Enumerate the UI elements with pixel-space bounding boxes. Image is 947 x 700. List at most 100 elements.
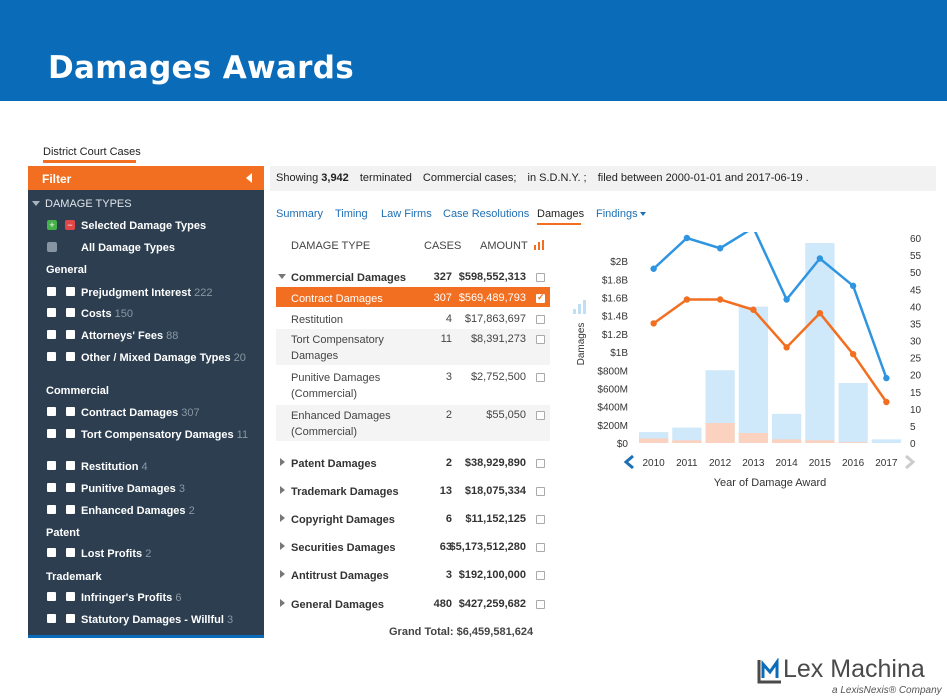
row-cases: 13	[439, 485, 452, 497]
expand-arrow-icon[interactable]	[280, 514, 285, 522]
include-checkbox[interactable]	[47, 429, 56, 438]
table-row[interactable]: Securities Damages 63 $5,173,512,280	[276, 536, 550, 556]
exclude-checkbox[interactable]	[66, 592, 75, 601]
sidebar-group-general: General	[46, 264, 87, 276]
tab-damages[interactable]: Damages	[537, 208, 584, 225]
row-amount: $2,752,500	[470, 371, 526, 383]
case-type-filter[interactable]: Commercial	[422, 172, 482, 184]
series-point	[716, 296, 724, 303]
tab-case-resolutions[interactable]: Case Resolutions	[443, 208, 530, 220]
expand-arrow-icon[interactable]	[280, 486, 285, 494]
collapse-arrow-icon[interactable]	[246, 173, 252, 183]
table-row[interactable]: General Damages 480 $427,259,682	[276, 593, 550, 613]
table-row[interactable]: Restitution 4 $17,863,697	[276, 308, 550, 328]
row-checkbox[interactable]	[536, 273, 545, 282]
header-amount[interactable]: AMOUNT	[480, 240, 528, 252]
row-checkbox[interactable]	[536, 315, 545, 324]
court-filter[interactable]: in S.D.N.Y. ;	[527, 172, 587, 184]
tab-findings[interactable]: Findings	[596, 208, 646, 220]
row-checkbox[interactable]	[536, 373, 545, 382]
include-checkbox[interactable]	[47, 592, 56, 601]
status-filter[interactable]: terminated	[359, 172, 412, 184]
table-row[interactable]: Commercial Damages 327 $598,552,313	[276, 266, 550, 286]
include-checkbox[interactable]	[47, 461, 56, 470]
exclude-checkbox[interactable]	[66, 352, 75, 361]
row-checkbox[interactable]	[536, 292, 545, 303]
exclude-checkbox[interactable]	[66, 308, 75, 317]
row-checkbox[interactable]	[536, 600, 545, 609]
expand-arrow-icon[interactable]	[280, 542, 285, 550]
collapse-arrow-icon[interactable]	[278, 274, 286, 279]
exclude-checkbox[interactable]	[66, 407, 75, 416]
sidebar-item-label: Statutory Damages - Willful 3	[81, 613, 259, 627]
header-cases[interactable]: CASES	[424, 240, 462, 252]
row-checkbox[interactable]	[536, 487, 545, 496]
chart-toggle-icon	[578, 304, 581, 314]
exclude-checkbox[interactable]	[66, 483, 75, 492]
exclude-checkbox[interactable]	[66, 505, 75, 514]
row-checkbox[interactable]	[536, 571, 545, 580]
damages-chart: $0 $200M $400M $600M $800M $1B $1.2B $1.4B $1.6B…	[573, 232, 922, 489]
exclude-checkbox[interactable]	[66, 330, 75, 339]
chevron-left-icon[interactable]	[623, 454, 634, 470]
expand-arrow-icon[interactable]	[280, 570, 285, 578]
sidebar-item-count: 222	[194, 287, 213, 299]
add-icon[interactable]: +	[47, 220, 57, 230]
include-checkbox[interactable]	[47, 614, 56, 623]
chevron-right-icon[interactable]	[905, 454, 916, 470]
row-checkbox[interactable]	[536, 459, 545, 468]
table-row[interactable]: Antitrust Damages 3 $192,100,000	[276, 564, 550, 584]
x-tick-label: 2010	[643, 458, 666, 469]
row-cases: 2	[445, 457, 452, 469]
filter-header[interactable]: Filter	[28, 166, 264, 190]
exclude-checkbox[interactable]	[66, 614, 75, 623]
expand-arrow-icon[interactable]	[280, 599, 285, 607]
include-checkbox[interactable]	[47, 330, 56, 339]
exclude-checkbox[interactable]	[66, 429, 75, 438]
damage-types-toggle[interactable]: DAMAGE TYPES	[32, 198, 264, 210]
include-checkbox[interactable]	[47, 505, 56, 514]
chart-toggle-icon	[573, 309, 576, 314]
y-tick-label: $400M	[597, 403, 628, 414]
include-checkbox[interactable]	[47, 287, 56, 296]
table-row[interactable]: Contract Damages 307 $569,489,793	[276, 287, 550, 307]
table-row[interactable]: Trademark Damages 13 $18,075,334	[276, 480, 550, 500]
row-damage-type: Securities Damages	[291, 542, 396, 554]
row-cases: 3	[445, 569, 452, 581]
y-tick-label: $1.4B	[602, 312, 628, 323]
series-line	[652, 232, 888, 379]
table-row[interactable]: Punitive Damages (Commercial) 3 $2,752,500	[276, 367, 550, 403]
table-row[interactable]: Copyright Damages 6 $11,152,125	[276, 508, 550, 528]
include-checkbox[interactable]	[47, 407, 56, 416]
row-cases: 4	[445, 313, 452, 325]
include-checkbox[interactable]	[47, 308, 56, 317]
row-checkbox[interactable]	[536, 411, 545, 420]
row-checkbox[interactable]	[536, 515, 545, 524]
sidebar-item-count: 2	[188, 505, 195, 517]
district-court-tab[interactable]: District Court Cases	[43, 146, 141, 163]
bar-chart-icon[interactable]	[534, 240, 544, 250]
exclude-checkbox[interactable]	[66, 461, 75, 470]
row-amount: $17,863,697	[464, 313, 526, 325]
row-checkbox[interactable]	[536, 543, 545, 552]
filter-sidebar: Filter DAMAGE TYPES + − Selected Damage Typ…	[28, 166, 264, 638]
remove-icon[interactable]: −	[65, 220, 75, 230]
tab-law-firms[interactable]: Law Firms	[381, 208, 432, 220]
include-checkbox[interactable]	[47, 483, 56, 492]
table-row[interactable]: Patent Damages 2 $38,929,890	[276, 452, 550, 472]
tab-summary[interactable]: Summary	[276, 208, 324, 220]
date-filter[interactable]: filed between 2000-01-01 and 2017-06-19	[597, 172, 803, 184]
include-checkbox[interactable]	[47, 352, 56, 361]
table-row[interactable]: Enhanced Damages (Commercial) 2 $55,050	[276, 405, 550, 441]
checkbox-checked-icon[interactable]	[47, 242, 57, 252]
sidebar-item-count: 6	[175, 592, 182, 604]
expand-arrow-icon[interactable]	[280, 458, 285, 466]
row-checkbox[interactable]	[536, 335, 545, 344]
tab-timing[interactable]: Timing	[335, 208, 368, 220]
header-damage-type[interactable]: DAMAGE TYPE	[291, 240, 371, 252]
row-amount: $38,929,890	[464, 457, 526, 469]
exclude-checkbox[interactable]	[66, 287, 75, 296]
include-checkbox[interactable]	[47, 548, 56, 557]
table-row[interactable]: Tort Compensatory Damages 11 $8,391,273	[276, 329, 550, 365]
exclude-checkbox[interactable]	[66, 548, 75, 557]
